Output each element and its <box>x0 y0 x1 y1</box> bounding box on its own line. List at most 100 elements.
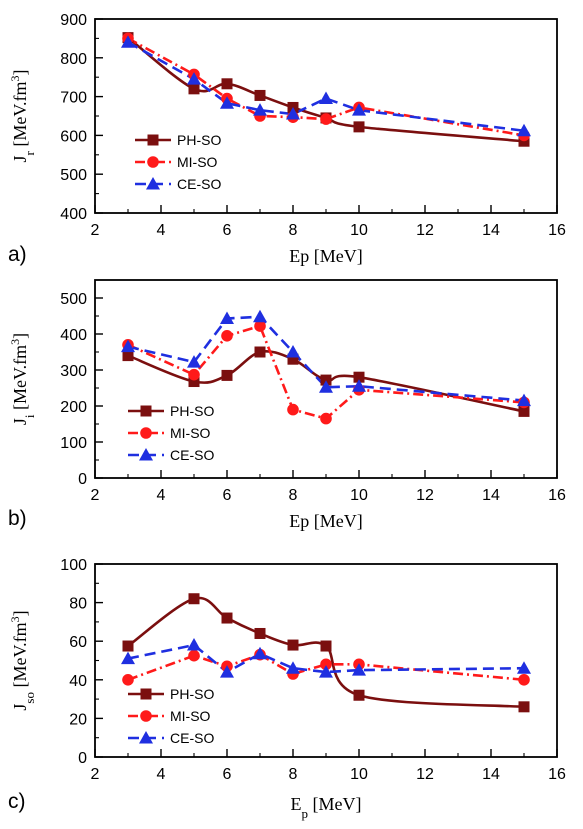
legend-label: PH-SO <box>170 403 214 419</box>
x-tick-label: 16 <box>548 222 566 239</box>
data-point-ce-so <box>352 663 366 676</box>
panel-label: a) <box>8 243 27 266</box>
series-line-mi-so <box>127 324 525 420</box>
legend-label: CE-SO <box>177 176 221 192</box>
data-point-mi-so <box>518 674 530 686</box>
y-tick-label: 0 <box>78 750 87 767</box>
panel-label: b) <box>8 507 27 530</box>
x-tick-label: 4 <box>157 222 166 239</box>
data-point-ce-so <box>286 345 300 358</box>
data-point-ce-so <box>319 91 333 105</box>
y-tick-label: 80 <box>69 596 87 613</box>
data-point-mi-so <box>287 403 299 416</box>
legend-marker-mi-so <box>147 156 159 168</box>
y-tick-label: 200 <box>60 399 87 416</box>
data-point-ce-so <box>517 393 531 407</box>
data-point-ph-so <box>320 374 332 386</box>
data-point-ph-so <box>122 350 134 362</box>
y-tick-label: 500 <box>60 167 87 184</box>
data-point-ce-so <box>187 355 201 368</box>
legend-marker-ce-so <box>139 731 153 744</box>
data-point-ce-so <box>352 103 366 116</box>
data-point-ph-so <box>287 639 299 651</box>
x-tick-label: 12 <box>416 766 434 783</box>
x-tick-label: 14 <box>482 487 500 504</box>
legend-marker-ph-so <box>140 405 152 417</box>
y-tick-label: 800 <box>60 51 87 68</box>
x-tick-label: 8 <box>289 222 298 239</box>
x-tick-label: 12 <box>416 487 434 504</box>
x-tick-label: 2 <box>91 487 100 504</box>
data-point-ph-so <box>221 78 233 90</box>
legend-label: CE-SO <box>170 730 214 746</box>
x-tick-label: 6 <box>223 487 232 504</box>
x-tick-label: 16 <box>548 487 566 504</box>
data-point-ph-so <box>221 369 233 381</box>
data-point-ce-so <box>187 72 201 85</box>
data-point-ph-so <box>188 376 200 388</box>
legend-label: CE-SO <box>170 447 214 463</box>
data-point-mi-so <box>254 320 266 332</box>
data-point-ce-so <box>319 665 333 678</box>
data-point-mi-so <box>188 649 200 662</box>
data-point-ph-so <box>254 627 266 639</box>
data-point-mi-so <box>188 368 200 381</box>
data-point-ce-so <box>121 651 135 665</box>
data-point-ph-so <box>518 701 530 713</box>
data-point-ph-so <box>353 689 365 701</box>
data-point-ph-so <box>221 612 233 624</box>
y-tick-label: 60 <box>69 634 87 651</box>
data-point-ce-so <box>121 339 135 353</box>
data-point-ph-so <box>188 593 200 605</box>
data-point-ph-so <box>518 405 530 417</box>
data-point-ph-so <box>320 640 332 652</box>
legend-marker-ce-so <box>146 177 160 190</box>
data-point-ce-so <box>253 103 267 116</box>
x-tick-label: 4 <box>157 766 166 783</box>
data-point-ph-so <box>353 371 365 383</box>
series-line-mi-so <box>127 37 525 137</box>
x-tick-label: 10 <box>350 222 368 239</box>
data-point-ce-so <box>220 96 234 109</box>
data-point-ce-so <box>286 661 300 674</box>
data-point-ce-so <box>517 123 531 137</box>
data-point-ph-so <box>518 135 530 147</box>
y-tick-label: 100 <box>60 435 87 452</box>
y-tick-label: 300 <box>60 363 87 380</box>
data-point-ce-so <box>187 638 201 651</box>
x-tick-label: 12 <box>416 222 434 239</box>
legend-marker-mi-so <box>140 427 152 439</box>
x-tick-label: 6 <box>223 766 232 783</box>
y-axis-label: Jso [MeV.fm3] <box>8 610 37 710</box>
x-axis-label: Ep [MeV] <box>289 511 362 531</box>
y-tick-label: 40 <box>69 673 87 690</box>
panel-label: c) <box>8 790 26 813</box>
chart-panel-1: 2 4 6 8 10 12 14 16 400 500 600 700 800 900 PH-SO MI-SO… <box>8 12 566 266</box>
chart-panel-2: 2 4 6 8 10 12 14 16 0 100 200 300 400 500 PH-SO MI-SO CE… <box>8 279 566 531</box>
data-point-mi-so <box>320 113 332 125</box>
legend-marker-ce-so <box>139 448 153 461</box>
x-tick-label: 14 <box>482 766 500 783</box>
chart-panel-3: 2 4 6 8 10 12 14 16 0 20 40 60 80 100 PH-SO MI-SO CE-SO c… <box>8 557 566 821</box>
data-point-mi-so <box>221 330 233 342</box>
legend-label: MI-SO <box>170 425 211 441</box>
data-point-ph-so <box>287 353 299 365</box>
y-tick-label: 0 <box>78 471 87 488</box>
x-axis-label: Ep [MeV] <box>291 794 362 821</box>
y-tick-label: 900 <box>60 12 87 29</box>
y-tick-label: 20 <box>69 711 87 728</box>
y-tick-label: 600 <box>60 128 87 145</box>
data-point-ce-so <box>121 35 135 48</box>
legend: PH-SO MI-SO CE-SO <box>128 686 214 746</box>
y-tick-label: 100 <box>60 557 87 574</box>
x-tick-label: 16 <box>548 766 566 783</box>
legend-marker-mi-so <box>140 710 152 722</box>
data-point-ph-so <box>122 640 134 652</box>
legend: PH-SO MI-SO CE-SO <box>135 132 221 192</box>
x-tick-label: 2 <box>91 766 100 783</box>
data-point-ph-so <box>188 83 200 95</box>
legend-label: MI-SO <box>170 708 211 724</box>
y-tick-label: 400 <box>60 206 87 223</box>
y-tick-label: 400 <box>60 327 87 344</box>
x-tick-label: 10 <box>350 766 368 783</box>
